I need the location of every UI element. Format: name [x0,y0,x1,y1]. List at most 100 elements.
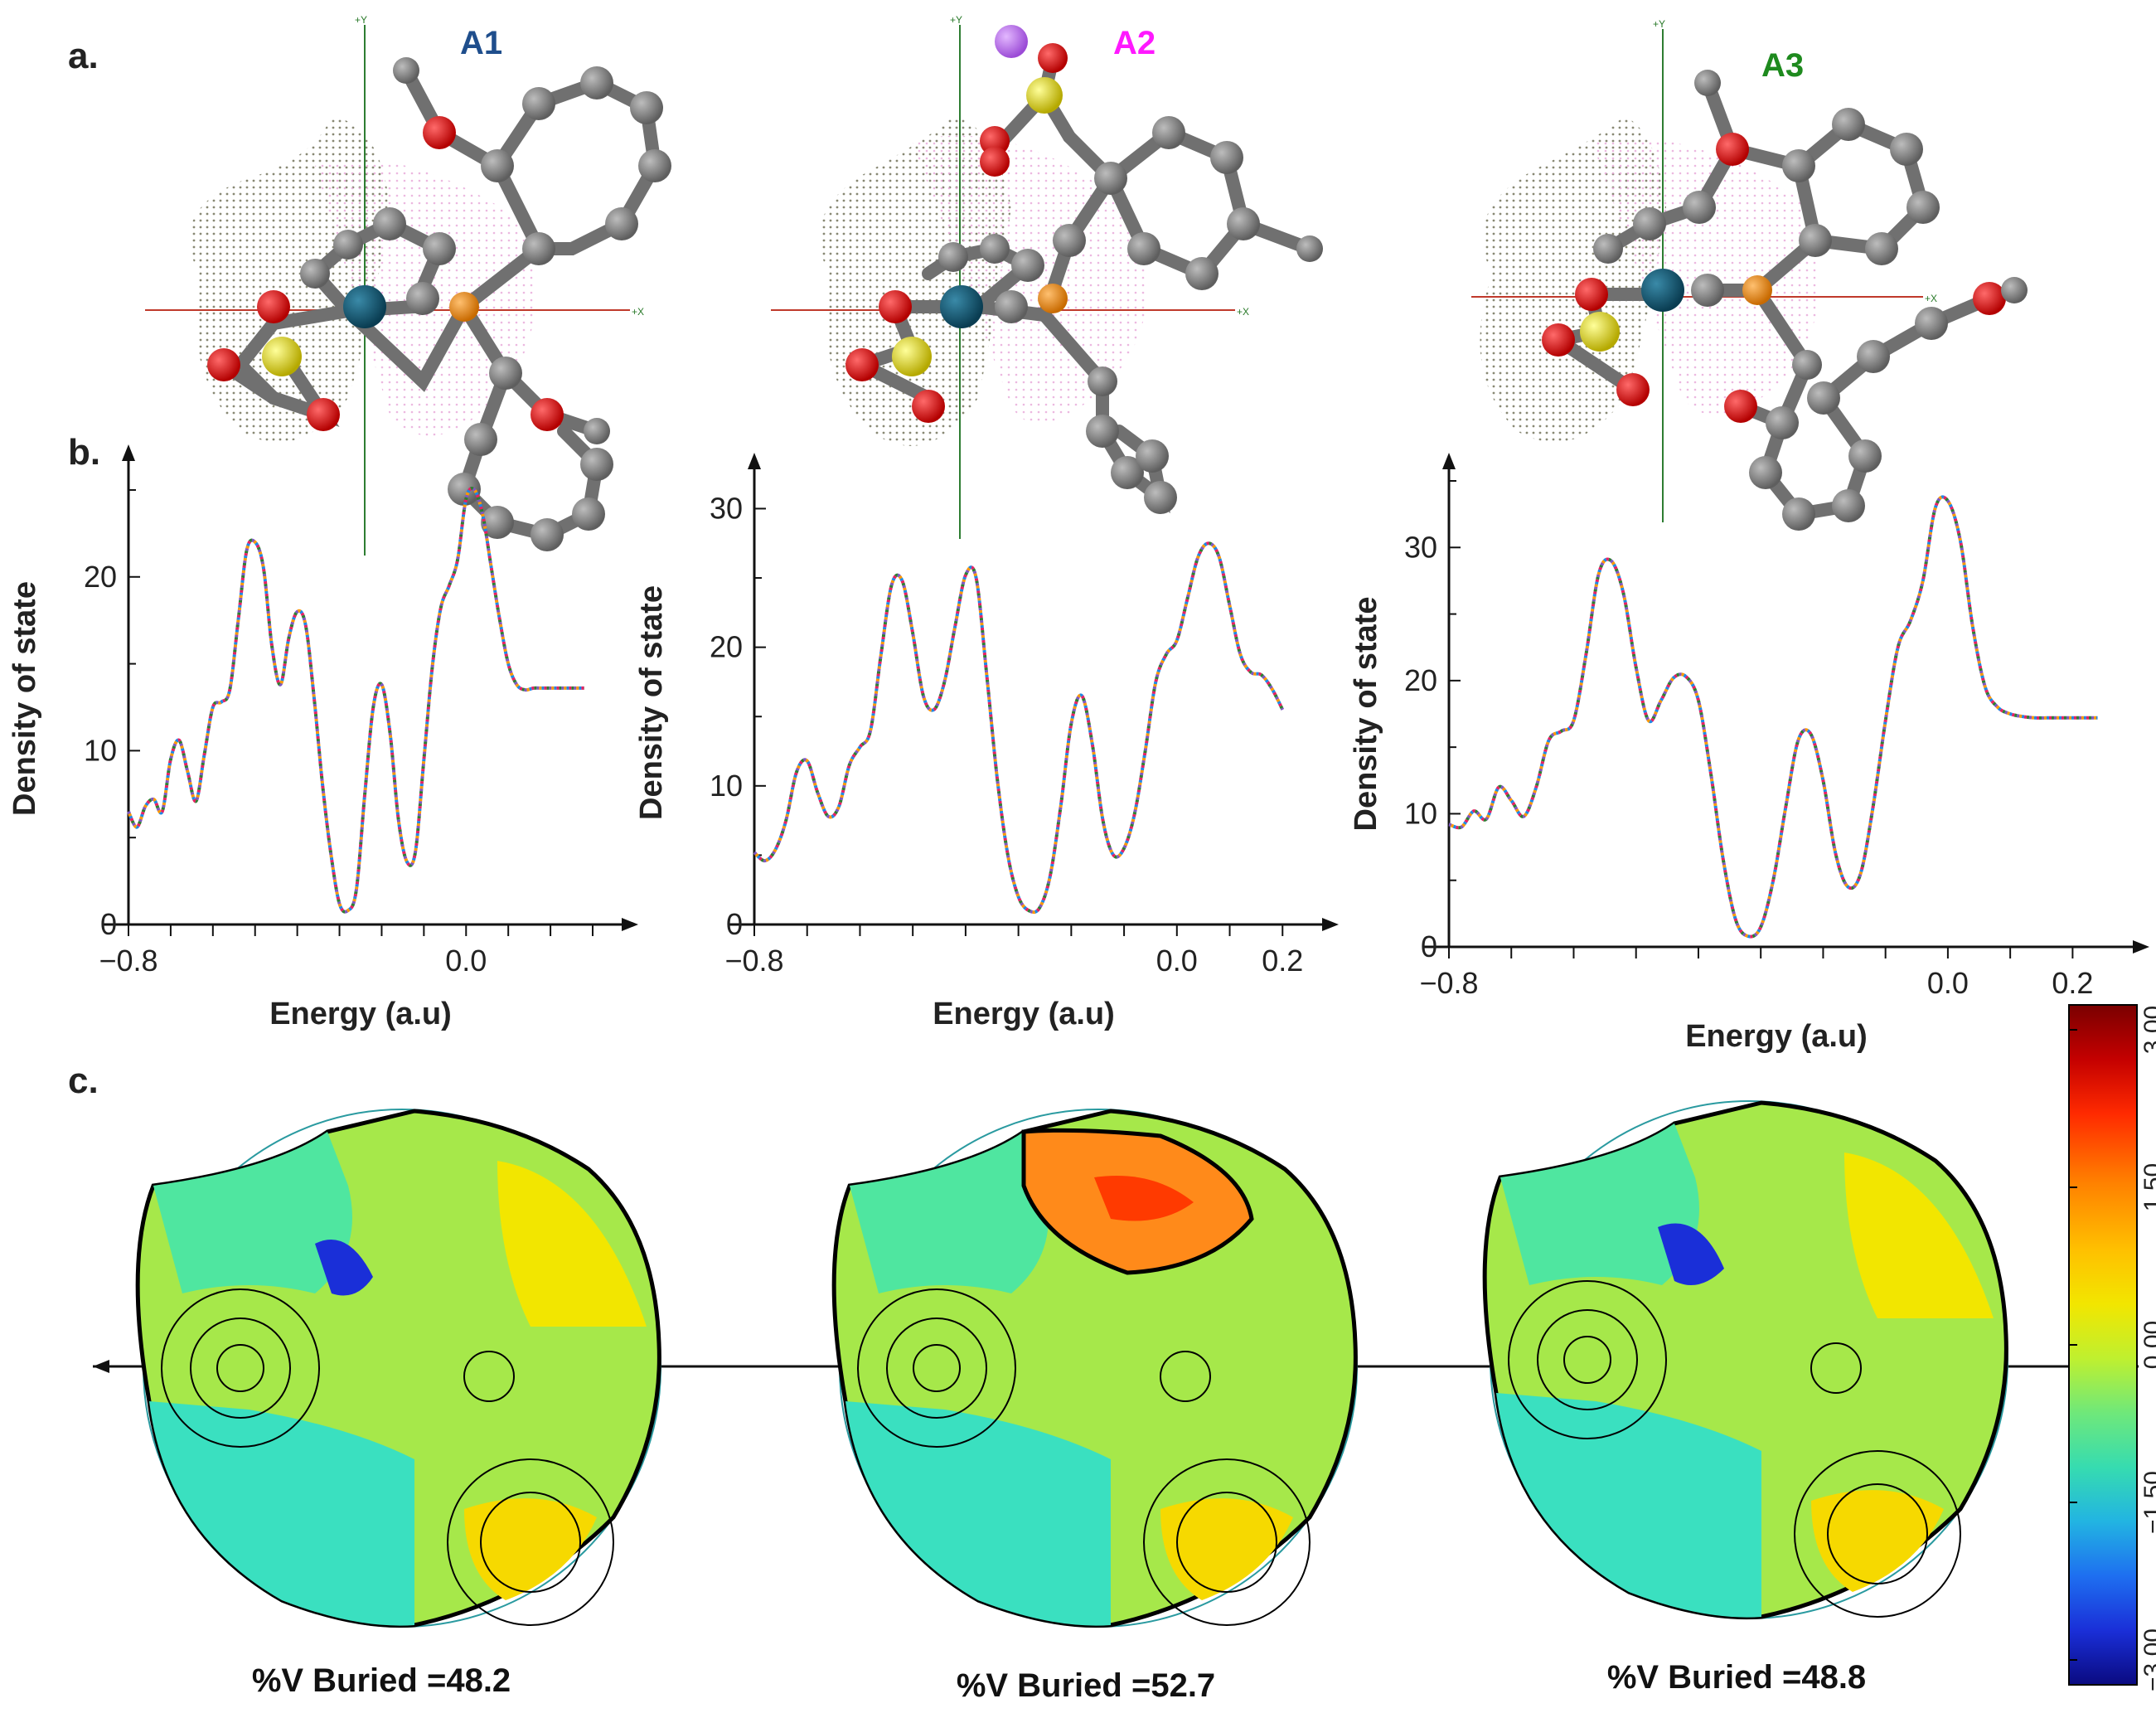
buried-label-2: %V Buried =52.7 [957,1667,1215,1704]
dos-series-line [753,541,1285,915]
y-tick-label: 20 [1404,663,1437,697]
map-region-lightblue [149,1401,414,1626]
panel-label-c: c. [68,1060,99,1101]
dos-series-line [753,541,1285,915]
dos-series-line [753,541,1285,915]
atoms [845,25,1323,514]
x-tick-label: 0.2 [1262,944,1303,978]
colorbar-tick-label: 0.00 [2139,1321,2156,1369]
colorbar-tick-label: −1.50 [2139,1471,2156,1534]
y-axis-label: +Y [1653,18,1665,30]
map-region-lightblue [1496,1393,1761,1618]
panel-label-a: a. [68,36,99,76]
y-axis-label: Density of state [7,581,42,816]
x-axis-label: +X [1925,293,1937,304]
y-axis-label: Density of state [1349,597,1383,832]
map-region-yellow2 [1811,1490,1944,1592]
colorbar-ticks: 3.00 1.50 0.00 −1.50 −3.00 [2069,1006,2156,1691]
y-axis-label: Density of state [634,585,669,820]
molecule-title-a1: A1 [460,25,502,61]
arrow-left-icon [93,1360,109,1373]
contour [886,1318,987,1419]
y-tick-label: 20 [710,630,743,664]
steric-map-1: %V Buried =48.2 [135,1109,661,1699]
contour [1176,1492,1277,1593]
contour [480,1492,581,1593]
dos-series-line [127,487,584,914]
y-axis-label: +Y [355,14,367,26]
dos-chart-2: 0 10 20 30 −0.8 0.0 0.2 Energy (a.u) Density of … [634,453,1339,1031]
dos-series-line [1448,495,2098,939]
atoms [207,57,671,551]
dos-series-line [753,541,1285,915]
y-axis-arrow-icon [1442,453,1456,469]
x-tick-label: −0.8 [724,944,783,978]
contour [1508,1280,1667,1439]
colorbar-gradient [2068,1004,2138,1686]
x-tick-label: −0.8 [99,944,157,978]
contour [1827,1483,1928,1584]
y-axis-arrow-icon [748,453,761,469]
map-region-yellow [1160,1498,1293,1600]
dos-chart-1: 0 10 20 −0.8 0.0 Energy (a.u) Density of state [7,444,638,1031]
y-tick-label: 10 [1404,796,1437,830]
map-region-cyan [850,1132,1049,1293]
contour [913,1344,961,1392]
dos-charts: 0 10 20 −0.8 0.0 Energy (a.u) Density of state… [7,444,2149,1054]
dos-series-line [127,487,584,914]
molecule-title-a3: A3 [1761,47,1804,84]
molecule-a3: +X +Y [1471,18,2028,531]
y-tick-label: 0 [100,907,117,941]
map-region-cyan [153,1132,352,1293]
buried-label-1: %V Buried =48.2 [252,1662,511,1699]
y-tick-label: 10 [710,769,743,803]
dos-series-line [753,541,1285,915]
buried-label-3: %V Buried =48.8 [1607,1659,1866,1696]
contour [1537,1309,1638,1410]
molecule-a1: +X +Y [145,14,671,556]
x-axis-arrow-icon [1322,918,1339,931]
contour [1160,1351,1211,1402]
dos-series-line [127,487,584,914]
y-tick-label: 30 [710,491,743,525]
x-axis-label: Energy (a.u) [1685,1019,1868,1054]
dos-series-line [1448,495,2098,939]
dos-series-line [127,487,584,914]
x-axis-label: +X [1237,306,1249,318]
map-region-blue [315,1240,373,1296]
y-axis-label: +Y [950,14,962,26]
panel-label-b: b. [68,432,100,473]
dos-series-line [1448,495,2098,939]
y-tick-label: 30 [1404,530,1437,564]
x-axis-arrow-icon [622,918,638,931]
contour [857,1288,1016,1448]
map-region-yellow2 [464,1498,597,1600]
map-region-yellow [1844,1153,1994,1318]
colorbar-tick-label: −3.00 [2139,1628,2156,1691]
x-axis-label: Energy (a.u) [269,997,452,1031]
contour [1810,1342,1862,1394]
colorbar-tick-label: 3.00 [2139,1006,2156,1054]
steric-map-3: %V Buried =48.8 [1482,1100,2008,1696]
atoms [1542,70,2028,531]
contour [1563,1336,1611,1384]
contour [216,1344,264,1392]
dos-series-line [1448,495,2098,939]
x-tick-label: −0.8 [1419,966,1478,1000]
contour [190,1318,291,1419]
x-tick-label: 0.0 [1927,966,1969,1000]
map-region-lightblue [845,1401,1111,1626]
x-tick-label: 0.0 [445,944,487,978]
y-tick-label: 0 [726,907,743,941]
contour [1143,1458,1311,1626]
molecule-a2: +X +Y [771,14,1323,539]
colorbar-tick-label: 1.50 [2139,1163,2156,1211]
y-axis-arrow-icon [122,444,135,461]
x-axis-arrow-icon [2133,940,2149,954]
map-region-yellow [497,1161,647,1327]
colorbar: 3.00 1.50 0.00 −1.50 −3.00 [2068,1004,2156,1691]
steric-map-2: %V Buried =52.7 [831,1109,1358,1704]
dos-series-line [127,487,584,914]
x-axis-label: +X [632,306,644,318]
contour [1794,1450,1961,1618]
